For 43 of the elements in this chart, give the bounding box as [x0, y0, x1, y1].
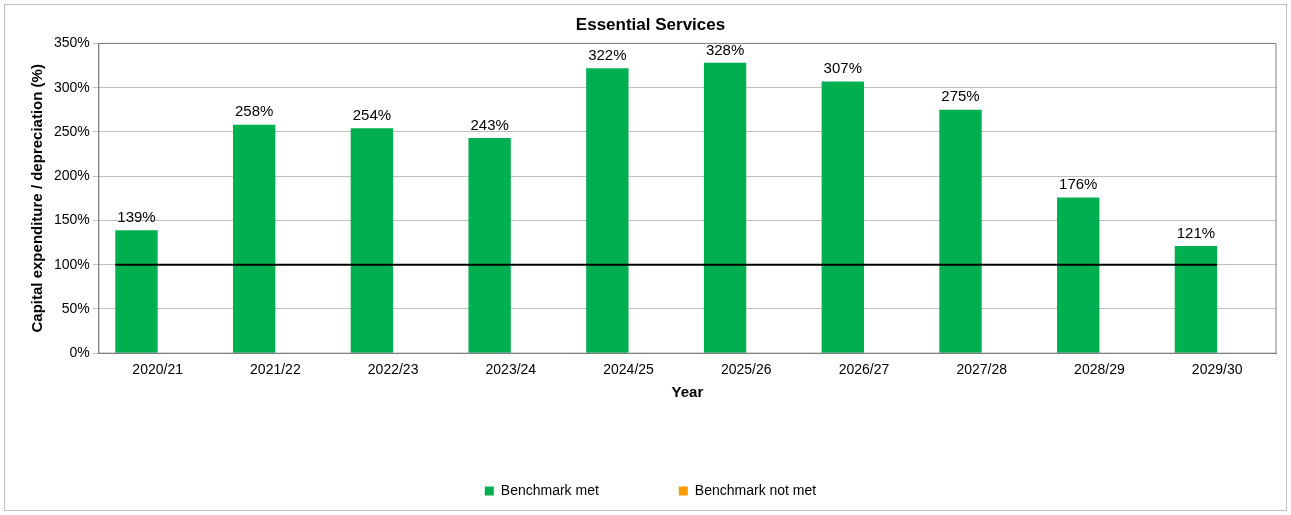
x-tick-label: 2029/30	[1191, 361, 1243, 378]
data-label: 307%	[823, 59, 862, 77]
x-tick-label: 2027/28	[956, 361, 1008, 378]
data-label: 176%	[1059, 175, 1098, 193]
data-label: 243%	[470, 115, 509, 133]
bar	[115, 230, 158, 353]
bar	[939, 109, 982, 353]
legend-label: Benchmark met	[500, 481, 599, 498]
bar	[1174, 246, 1218, 353]
data-label: 139%	[117, 207, 156, 225]
y-tick-label: 50%	[61, 299, 90, 316]
x-tick-label: 2025/26	[720, 361, 772, 378]
y-tick-label: 0%	[69, 344, 90, 361]
y-tick-label: 150%	[53, 211, 90, 228]
x-tick-label: 2024/25	[603, 361, 655, 378]
x-tick-label: 2023/24	[485, 361, 537, 378]
bar	[586, 68, 629, 353]
x-tick-label: 2026/27	[838, 361, 890, 378]
x-tick-label: 2021/22	[250, 361, 301, 378]
bar	[821, 81, 864, 353]
y-tick-label: 250%	[53, 122, 90, 139]
bar	[233, 124, 276, 353]
y-axis-title: Capital expenditure / depreciation (%)	[28, 64, 46, 333]
y-tick-label: 300%	[53, 78, 90, 95]
bar	[1057, 197, 1100, 353]
bar	[350, 128, 394, 353]
x-axis-title: Year	[671, 383, 704, 401]
x-tick-label: 2020/21	[132, 361, 184, 378]
y-tick-label: 200%	[53, 167, 90, 184]
data-label: 254%	[352, 106, 392, 124]
legend-label: Benchmark not met	[694, 481, 817, 498]
x-tick-label: 2022/23	[367, 361, 419, 378]
data-label: 275%	[941, 87, 980, 105]
bar	[468, 138, 511, 353]
data-label: 258%	[235, 102, 274, 120]
y-tick-label: 100%	[53, 255, 90, 272]
x-tick-label: 2028/29	[1074, 361, 1125, 378]
bar	[703, 62, 747, 353]
chart-title: Essential Services	[575, 14, 726, 34]
data-label: 328%	[705, 40, 745, 58]
data-label: 121%	[1176, 223, 1216, 241]
y-tick-label: 350%	[53, 34, 90, 51]
data-label: 322%	[588, 45, 627, 63]
